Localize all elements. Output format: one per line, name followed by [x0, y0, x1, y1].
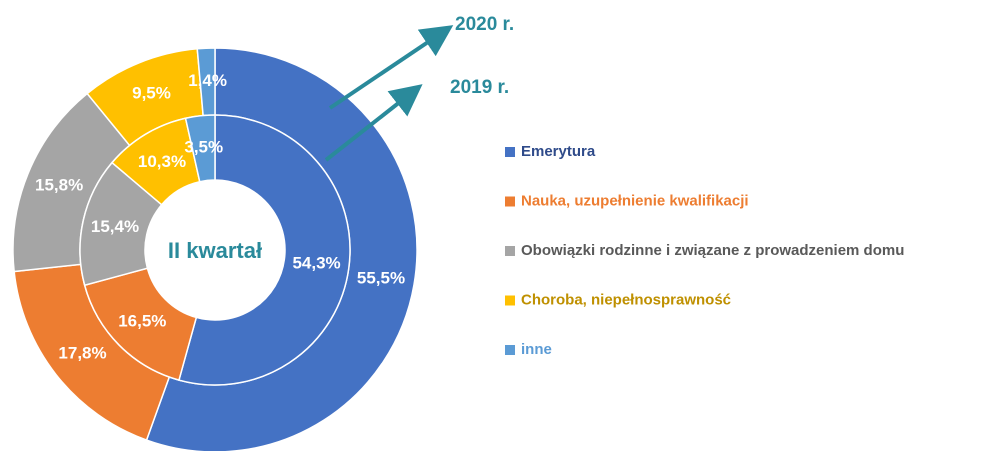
arrow-2020 — [328, 25, 454, 110]
legend-label: Emerytura — [521, 143, 596, 160]
legend-swatch — [505, 295, 515, 306]
legend-label: Obowiązki rodzinne i związane z prowadze… — [521, 242, 904, 259]
data-label: 9,5% — [132, 83, 171, 102]
legend-label: Nauka, uzupełnienie kwalifikacji — [521, 192, 749, 209]
data-label: 55,5% — [357, 268, 405, 287]
data-label: 3,5% — [184, 138, 223, 157]
series-label: 2020 r. — [455, 14, 514, 35]
data-label: 1,4% — [188, 71, 227, 90]
donut-slice — [184, 114, 216, 183]
data-label: 15,4% — [91, 217, 139, 236]
data-label: 54,3% — [292, 253, 340, 272]
legend: Emerytura Nauka, uzupełnienie kwalifikacj… — [505, 143, 904, 358]
donut-slice — [178, 114, 351, 386]
legend-swatch — [505, 345, 515, 355]
series-label: 2019 r. — [450, 77, 509, 98]
legend-swatch — [505, 246, 515, 256]
legend-label: Choroba, niepełnosprawność — [521, 291, 731, 308]
rings: 55,5% 17,8% 15,8% 9,5% 1,4% 54,3% 16,5% 15,4% 10… — [12, 47, 418, 451]
legend-swatch — [505, 196, 515, 207]
data-label: 17,8% — [58, 344, 106, 363]
data-label: 10,3% — [138, 152, 186, 171]
data-label: 16,5% — [118, 312, 166, 331]
center-label: II kwartał — [168, 238, 262, 263]
legend-label: inne — [521, 341, 552, 358]
legend-swatch — [505, 147, 515, 157]
data-label: 15,8% — [35, 175, 83, 194]
arrow-2019 — [324, 84, 423, 162]
